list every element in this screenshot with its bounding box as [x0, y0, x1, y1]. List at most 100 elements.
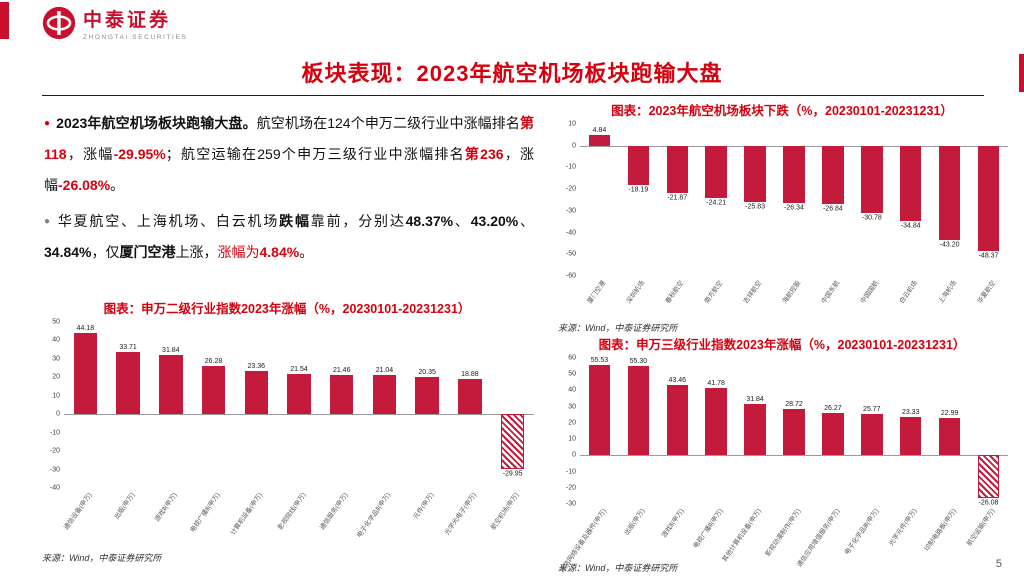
- x-axis-slot: 出版(申万): [619, 504, 658, 558]
- chart-bar: [666, 384, 688, 456]
- x-axis-slot: 中国国航: [852, 276, 891, 318]
- x-axis-label: 深圳机场: [625, 279, 647, 306]
- bullet-icon: ●: [44, 216, 52, 228]
- chart-bar: [372, 375, 397, 415]
- x-axis-slot: 电子化学品Ⅱ(申万): [356, 488, 406, 548]
- y-axis-tick-label: 0: [572, 451, 576, 459]
- text-segment: ，仅: [91, 244, 120, 261]
- x-axis-labels: 厦门空港 深圳机场 春秋航空 南方航空 吉祥航空 海航控股 中国东航 中国国航 白云机场 上海机场…: [580, 276, 1008, 318]
- chart-bar: [588, 135, 611, 146]
- y-axis-tick-label: -20: [565, 185, 576, 193]
- zero-axis-line: [64, 414, 534, 416]
- text-segment: 。: [110, 176, 125, 193]
- x-axis-slot: 电视广播Ⅱ(申万): [189, 488, 235, 548]
- chart-bar: [977, 145, 1000, 251]
- bar-value-label: 21.04: [375, 367, 394, 375]
- y-axis-tick-label: -30: [565, 500, 576, 508]
- y-axis-tick-label: 0: [56, 410, 60, 418]
- chart-bar: [329, 374, 354, 415]
- bullet-paragraph: ● 2023年航空机场板块跑输大盘。航空机场在124个申万二级行业中涨幅排名第11…: [44, 108, 534, 200]
- x-axis-slot: 游戏Ⅱ(申万): [658, 504, 697, 558]
- page-number: 5: [995, 558, 1002, 570]
- text-segment: 第236: [464, 145, 504, 162]
- y-axis-tick-label: -40: [565, 229, 576, 237]
- x-axis-label: 出版(申万): [623, 507, 647, 537]
- bar-value-label: 23.33: [901, 409, 920, 417]
- text-segment: -29.95%: [113, 145, 166, 162]
- zero-axis-line: [580, 455, 1008, 457]
- y-axis-tick-label: 10: [568, 435, 576, 443]
- bar-value-label: -30.78: [861, 213, 882, 221]
- text-segment: 、: [518, 213, 535, 230]
- y-axis-tick-label: 60: [568, 354, 576, 362]
- chart-title: 图表：申万二级行业指数2023年涨幅（%，20230101-20231231）: [103, 302, 471, 316]
- x-axis-slot: 厦门空港: [580, 276, 619, 318]
- y-axis-tick-label: 40: [568, 386, 576, 394]
- x-axis-slot: 光学元件(申万): [888, 504, 930, 558]
- text-segment: 。: [299, 244, 314, 261]
- x-axis-slot: 通信设备(申万): [63, 488, 107, 548]
- x-axis-label: 中国东航: [820, 279, 842, 306]
- y-axis: -40 -30 -20 -10 0 10 20 30 40 50: [40, 319, 64, 492]
- brand-name-en: ZHONGTAI SECURITIES: [83, 34, 188, 41]
- y-axis-tick-label: 20: [52, 373, 60, 381]
- chart-body: -40 -30 -20 -10 0 10 20 30 40 50 44.18 33.71 31.84 2…: [40, 319, 534, 492]
- y-axis-tick-label: -20: [565, 484, 576, 492]
- bar-value-label: 43.46: [668, 376, 687, 384]
- bar-value-label: -48.37: [978, 251, 999, 259]
- bar-value-label: 26.28: [204, 357, 223, 365]
- brand-name: 中泰证券: [83, 10, 172, 31]
- x-axis-slot: 华夏航空: [969, 276, 1008, 318]
- x-axis-slot: 春秋航空: [658, 276, 697, 318]
- x-axis-label: 春秋航空: [664, 279, 686, 306]
- chart-body: -30 -20 -10 0 10 20 30 40 50 60 55.53 55.30 43.46 41…: [556, 354, 1008, 508]
- x-axis-slot: 海航控股: [775, 276, 814, 318]
- chart-bar: [900, 417, 922, 456]
- y-axis-tick-label: -30: [49, 466, 60, 474]
- chart-bar: [705, 387, 727, 456]
- x-axis-slot: 通信服务(申万): [319, 488, 363, 548]
- chart-bar: [822, 412, 844, 456]
- x-axis-slot: 航空运输(申万): [966, 504, 1008, 558]
- text-segment: 靠前，分别达: [310, 213, 406, 230]
- bullet-text: 华夏航空、上海机场、白云机场跌幅靠前，分别达48.37%、43.20%、34.8…: [44, 213, 534, 260]
- chart-title: 图表：2023年航空机场板块下跌（%，20230101-20231231）: [611, 104, 953, 118]
- source-note: 来源：Wind，中泰证券研究所: [558, 563, 678, 573]
- bar-value-label: 41.78: [707, 379, 725, 387]
- text-segment: 第118: [44, 115, 534, 162]
- x-axis-label: 游戏Ⅱ(申万): [660, 507, 686, 540]
- x-axis-label: 厦门空港: [586, 279, 608, 306]
- x-axis-labels: 通信网络设备及器件(申万) 出版(申万) 游戏Ⅱ(申万) 电视广播Ⅱ(申万) 其他计算机…: [558, 504, 1008, 574]
- x-axis-label: 影视院线(申万): [276, 491, 308, 532]
- bar-value-label: 21.54: [290, 366, 308, 374]
- text-segment: 上涨，: [175, 244, 218, 261]
- chart-bar: [244, 371, 269, 415]
- bar-value-label: 18.88: [461, 371, 479, 379]
- x-axis-label: 吉祥航空: [742, 279, 764, 306]
- text-segment: 航空机场在124个申万二级行业中涨幅排名: [256, 115, 520, 131]
- y-axis-tick-label: -10: [49, 429, 60, 437]
- chart-bar: [500, 414, 525, 470]
- text-segment: 华夏航空、上海机场、白云机场: [57, 213, 280, 230]
- y-axis-tick-label: 30: [568, 403, 576, 411]
- x-axis-label: 白云机场: [898, 279, 919, 306]
- x-axis-slot: 通信网络设备及器件(申万): [558, 504, 619, 574]
- x-axis-label: 电视广播Ⅱ(申万): [189, 491, 222, 534]
- text-segment: ；航空运输在259个申万三级行业中涨幅排名: [165, 145, 465, 162]
- y-axis-tick-label: 0: [572, 142, 576, 150]
- chart-bar: [287, 374, 311, 415]
- bar-value-label: 55.30: [629, 357, 648, 365]
- x-axis-label: 海航控股: [781, 279, 803, 306]
- chart-bar: [415, 376, 439, 415]
- chart-bar: [783, 408, 805, 456]
- text-segment: 跌幅: [279, 213, 311, 230]
- chart-bar: [861, 145, 883, 213]
- chart-bar: [900, 145, 922, 222]
- bar-value-label: -18.19: [628, 186, 649, 194]
- bar-value-label: 44.18: [76, 324, 95, 332]
- text-segment: 34.84%: [44, 244, 92, 261]
- y-axis-tick-label: 10: [568, 120, 576, 128]
- bar-value-label: 20.35: [418, 368, 436, 376]
- source-note: 来源：Wind，中泰证券研究所: [558, 323, 678, 333]
